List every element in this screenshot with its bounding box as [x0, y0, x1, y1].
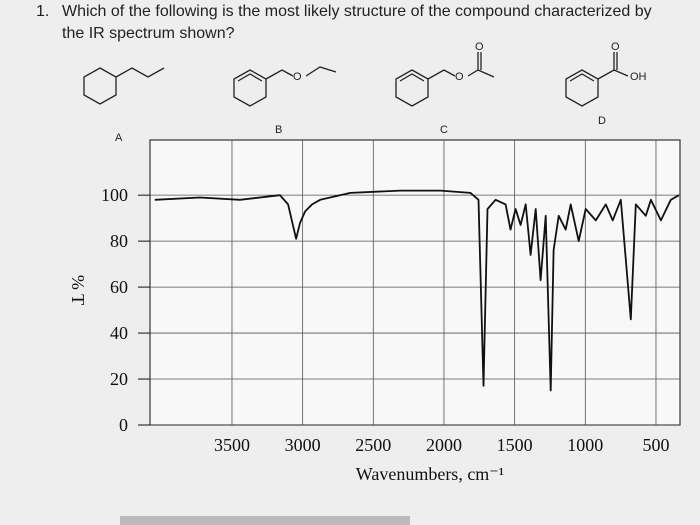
y-tick-label: 80 — [110, 231, 128, 251]
y-tick-label: 100 — [101, 185, 128, 205]
x-tick-label: 1000 — [567, 435, 603, 455]
y-tick-label: 0 — [119, 415, 128, 435]
structure-b — [233, 66, 337, 107]
scrollbar — [120, 516, 410, 525]
option-label: D — [598, 115, 606, 127]
y-tick-label: 20 — [110, 369, 128, 389]
option-label: B — [275, 124, 282, 136]
x-tick-label: 1500 — [497, 435, 533, 455]
x-tick-label: 3000 — [285, 435, 321, 455]
structure-a — [83, 67, 165, 105]
x-axis-title: Wavenumbers, cm⁻¹ — [356, 464, 504, 484]
option-label: A — [115, 132, 123, 144]
y-tick-label: 60 — [110, 277, 128, 297]
atom-label: O — [293, 71, 302, 83]
structure-c — [395, 52, 495, 107]
question-line-1: Which of the following is the most likel… — [62, 3, 652, 20]
y-axis-title: % T — [68, 275, 88, 305]
atom-label: O — [455, 71, 464, 83]
y-tick-label: 40 — [110, 323, 128, 343]
atom-label: O — [475, 41, 484, 53]
question-number: 1. — [36, 3, 49, 20]
x-tick-label: 2000 — [426, 435, 462, 455]
x-tick-label: 2500 — [355, 435, 391, 455]
question-line-2: the IR spectrum shown? — [62, 25, 235, 42]
spectrum-line — [154, 189, 680, 392]
x-tick-label: 3500 — [214, 435, 250, 455]
option-label: C — [440, 124, 448, 136]
structure-d — [565, 52, 629, 107]
plot-area — [149, 139, 681, 426]
atom-label: O — [611, 41, 620, 53]
atom-label: OH — [630, 71, 647, 83]
x-tick-label: 500 — [642, 435, 669, 455]
